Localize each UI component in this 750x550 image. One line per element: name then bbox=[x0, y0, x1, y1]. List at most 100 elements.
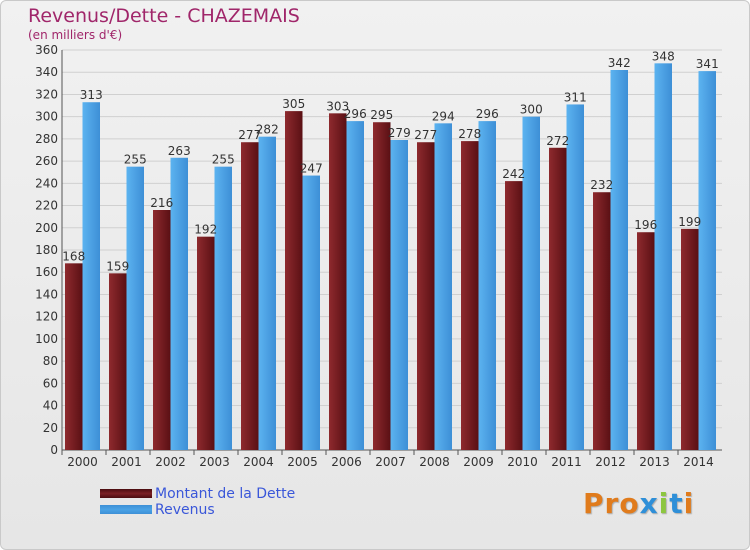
bars bbox=[65, 63, 716, 451]
bar-revenue bbox=[566, 104, 584, 450]
bar-revenue bbox=[522, 116, 540, 451]
y-tick-label: 340 bbox=[35, 65, 58, 79]
x-tick-label: 2008 bbox=[419, 455, 450, 469]
data-label-revenue: 313 bbox=[80, 88, 103, 102]
data-label-revenue: 263 bbox=[168, 144, 191, 158]
y-tick-label: 120 bbox=[35, 310, 58, 324]
data-label-debt: 277 bbox=[414, 128, 437, 142]
bar-debt bbox=[373, 122, 391, 450]
data-labels: 1683131592552162631922552772823052473032… bbox=[62, 49, 718, 273]
bar-revenue bbox=[698, 71, 716, 450]
x-tick-label: 2000 bbox=[67, 455, 98, 469]
y-tick-label: 80 bbox=[43, 354, 58, 368]
y-tick-label: 220 bbox=[35, 199, 58, 213]
x-tick-label: 2013 bbox=[639, 455, 670, 469]
bar-debt bbox=[417, 142, 435, 450]
bar-debt bbox=[65, 263, 83, 450]
bar-debt bbox=[153, 210, 171, 450]
data-label-debt: 278 bbox=[458, 127, 481, 141]
bar-revenue bbox=[302, 175, 320, 451]
data-label-revenue: 255 bbox=[124, 153, 147, 167]
data-label-revenue: 348 bbox=[652, 49, 675, 63]
y-tick-label: 140 bbox=[35, 287, 58, 301]
proxiti-logo: Proxiti bbox=[583, 487, 695, 520]
data-label-debt: 196 bbox=[634, 218, 657, 232]
data-label-debt: 159 bbox=[106, 259, 129, 273]
bar-debt bbox=[329, 113, 347, 450]
x-tick-label: 2004 bbox=[243, 455, 274, 469]
x-tick-label: 2009 bbox=[463, 455, 494, 469]
data-label-debt: 242 bbox=[502, 167, 525, 181]
x-tick-label: 2014 bbox=[683, 455, 714, 469]
bar-debt bbox=[241, 142, 259, 450]
bar-revenue bbox=[390, 140, 408, 450]
data-label-revenue: 296 bbox=[344, 107, 367, 121]
data-label-debt: 295 bbox=[370, 108, 393, 122]
bar-debt bbox=[505, 181, 523, 450]
y-tick-label: 300 bbox=[35, 110, 58, 124]
bar-debt bbox=[549, 147, 567, 450]
chart-subtitle: (en milliers d'€) bbox=[28, 28, 123, 42]
y-tick-label: 0 bbox=[50, 443, 58, 457]
bar-revenue bbox=[434, 123, 452, 450]
y-tick-label: 180 bbox=[35, 243, 58, 257]
bar-debt bbox=[593, 192, 611, 450]
legend-label-revenue: Revenus bbox=[155, 502, 215, 518]
y-tick-label: 320 bbox=[35, 87, 58, 101]
bar-debt bbox=[197, 236, 215, 450]
x-tick-label: 2012 bbox=[595, 455, 626, 469]
bar-revenue bbox=[258, 136, 276, 450]
y-tick-label: 100 bbox=[35, 332, 58, 346]
bar-debt bbox=[637, 232, 655, 450]
data-label-revenue: 341 bbox=[696, 57, 719, 71]
data-label-debt: 199 bbox=[678, 215, 701, 229]
x-tick-label: 2007 bbox=[375, 455, 406, 469]
bar-debt bbox=[109, 273, 127, 450]
data-label-revenue: 300 bbox=[520, 103, 543, 117]
bar-revenue bbox=[82, 102, 100, 450]
data-label-revenue: 247 bbox=[300, 162, 323, 176]
data-label-revenue: 296 bbox=[476, 107, 499, 121]
bar-revenue bbox=[610, 70, 628, 450]
bar-revenue bbox=[170, 157, 188, 450]
bar-debt bbox=[681, 228, 699, 450]
data-label-debt: 305 bbox=[282, 97, 305, 111]
data-label-revenue: 255 bbox=[212, 153, 235, 167]
data-label-debt: 168 bbox=[62, 249, 85, 263]
data-label-debt: 216 bbox=[150, 196, 173, 210]
data-label-revenue: 311 bbox=[564, 90, 587, 104]
y-tick-label: 200 bbox=[35, 221, 58, 235]
y-tick-label: 160 bbox=[35, 265, 58, 279]
legend-swatch-debt bbox=[100, 489, 152, 498]
data-label-revenue: 282 bbox=[256, 123, 279, 137]
y-tick-label: 260 bbox=[35, 154, 58, 168]
x-tick-label: 2003 bbox=[199, 455, 230, 469]
x-tick-label: 2001 bbox=[111, 455, 142, 469]
bar-revenue bbox=[654, 63, 672, 450]
bar-debt bbox=[461, 141, 479, 450]
axes: 0 20 40 60 80 100 120 140 160 180 200 220 240 260 280 3… bbox=[35, 43, 722, 469]
y-tick-label: 40 bbox=[43, 399, 58, 413]
bar-revenue bbox=[214, 166, 232, 450]
y-tick-label: 240 bbox=[35, 176, 58, 190]
x-tick-label: 2011 bbox=[551, 455, 582, 469]
x-tick-label: 2010 bbox=[507, 455, 538, 469]
data-label-debt: 277 bbox=[238, 128, 261, 142]
bar-revenue bbox=[478, 121, 496, 450]
chart-title: Revenus/Dette - CHAZEMAIS bbox=[28, 5, 300, 27]
data-label-revenue: 279 bbox=[388, 126, 411, 140]
data-label-revenue: 342 bbox=[608, 56, 631, 70]
x-tick-label: 2002 bbox=[155, 455, 186, 469]
data-label-debt: 303 bbox=[326, 99, 349, 113]
data-label-debt: 232 bbox=[590, 178, 613, 192]
bar-revenue bbox=[126, 166, 144, 450]
bar-debt bbox=[285, 111, 303, 450]
data-label-debt: 272 bbox=[546, 134, 569, 148]
y-tick-label: 280 bbox=[35, 132, 58, 146]
x-tick-label: 2005 bbox=[287, 455, 318, 469]
y-tick-label: 360 bbox=[35, 43, 58, 57]
legend-swatch-revenue bbox=[100, 505, 152, 514]
data-label-debt: 192 bbox=[194, 223, 217, 237]
x-tick-label: 2006 bbox=[331, 455, 362, 469]
